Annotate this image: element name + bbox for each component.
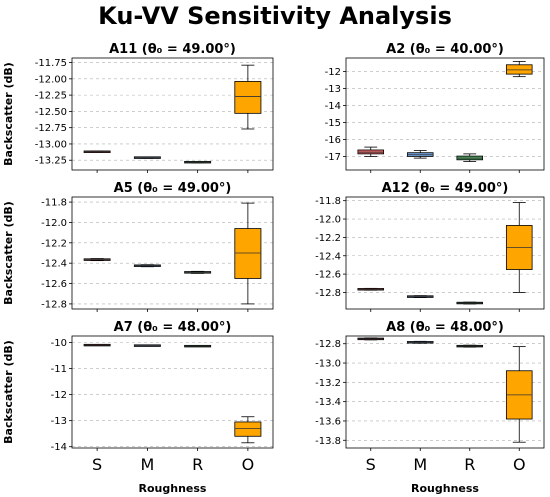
box-S bbox=[83, 150, 111, 153]
x-tick-label: M bbox=[140, 455, 154, 474]
box-O bbox=[505, 60, 533, 78]
y-tick-label: -13 bbox=[325, 84, 341, 95]
y-tick-label: -12.25 bbox=[35, 91, 67, 102]
y-tick-label: -12.0 bbox=[41, 218, 67, 229]
y-tick-label: -12.8 bbox=[315, 339, 341, 350]
box-M bbox=[406, 340, 434, 344]
y-tick-label: -12.0 bbox=[315, 215, 341, 226]
axes-frame bbox=[71, 196, 274, 310]
y-tick-label: -13.0 bbox=[315, 359, 341, 370]
y-tick-label: -12.75 bbox=[35, 123, 67, 134]
axes-frame bbox=[71, 335, 274, 449]
axes-frame bbox=[71, 57, 274, 171]
y-tick-label: -12 bbox=[325, 67, 341, 78]
box-O bbox=[234, 416, 262, 444]
y-tick-label: -12.4 bbox=[41, 259, 67, 270]
y-tick-label: -12.6 bbox=[315, 270, 341, 281]
box-body bbox=[234, 228, 262, 279]
x-tick-label: O bbox=[242, 455, 255, 474]
box-body bbox=[234, 81, 262, 114]
box-R bbox=[184, 344, 212, 348]
y-tick-label: -13.00 bbox=[35, 139, 67, 150]
y-tick-label: -10 bbox=[51, 338, 67, 349]
subplot-4: A12 (θ₀ = 49.00°) -12.8 -12.6 -12.4 -12.2 -12… bbox=[315, 181, 545, 312]
x-tick-label: S bbox=[366, 455, 376, 474]
y-tick-label: -13.8 bbox=[315, 436, 341, 447]
y-tick-label: -13.25 bbox=[35, 156, 67, 167]
subplot-title: A2 (θ₀ = 40.00°) bbox=[386, 42, 504, 57]
y-axis-label: Backscatter (dB) bbox=[2, 62, 15, 166]
box-M bbox=[406, 150, 434, 159]
figure-title: Ku-VV Sensitivity Analysis bbox=[98, 2, 452, 30]
x-axis-label: Roughness bbox=[411, 482, 479, 495]
x-axis-label: Roughness bbox=[139, 482, 207, 495]
y-tick-label: -11.8 bbox=[41, 198, 67, 209]
x-tick-label: O bbox=[513, 455, 526, 474]
box-S bbox=[83, 258, 111, 262]
y-tick-label: -13 bbox=[51, 416, 67, 427]
axes-frame bbox=[345, 196, 545, 310]
box-R bbox=[456, 153, 484, 162]
box-M bbox=[133, 264, 161, 268]
y-tick-label: -12.2 bbox=[41, 238, 67, 249]
box-body bbox=[234, 421, 262, 437]
box-R bbox=[456, 344, 484, 348]
x-tick-label: M bbox=[413, 455, 427, 474]
box-S bbox=[357, 146, 385, 157]
box-S bbox=[83, 343, 111, 347]
y-tick-label: -12.50 bbox=[35, 107, 67, 118]
y-tick-label: -13.6 bbox=[315, 416, 341, 427]
y-tick-label: -13.4 bbox=[315, 397, 341, 408]
box-M bbox=[133, 344, 161, 347]
subplot-5: A7 (θ₀ = 48.00°) -14 -13 -12 -11 -10 S M R O Rough… bbox=[2, 320, 274, 495]
y-tick-label: -14 bbox=[325, 101, 341, 112]
panels: A11 (θ₀ = 49.00°) -13.25 -13.00 -12.75 -12.5… bbox=[2, 42, 545, 495]
box-R bbox=[184, 160, 212, 164]
x-tick-label: R bbox=[192, 455, 203, 474]
x-tick-label: S bbox=[92, 455, 102, 474]
y-tick-label: -11.8 bbox=[315, 196, 341, 207]
axes-frame bbox=[345, 57, 545, 171]
y-tick-label: -11.75 bbox=[35, 58, 67, 69]
y-tick-label: -17 bbox=[325, 152, 341, 163]
y-tick-label: -12.8 bbox=[41, 299, 67, 310]
y-tick-label: -12.00 bbox=[35, 74, 67, 85]
subplot-6: A8 (θ₀ = 48.00°) -13.8 -13.6 -13.4 -13.2 -13.… bbox=[315, 320, 545, 495]
y-tick-label: -12 bbox=[51, 390, 67, 401]
y-tick-label: -11 bbox=[51, 364, 67, 375]
y-tick-label: -12.2 bbox=[315, 233, 341, 244]
box-M bbox=[133, 156, 161, 159]
box-M bbox=[406, 295, 434, 298]
box-O bbox=[234, 202, 262, 305]
y-tick-label: -16 bbox=[325, 135, 341, 146]
subplot-title: A5 (θ₀ = 49.00°) bbox=[114, 181, 232, 196]
subplot-title: A12 (θ₀ = 49.00°) bbox=[382, 181, 509, 196]
box-S bbox=[357, 337, 385, 341]
y-axis-label: Backscatter (dB) bbox=[2, 340, 15, 444]
box-R bbox=[184, 270, 212, 274]
box-R bbox=[456, 301, 484, 305]
y-tick-label: -15 bbox=[325, 118, 341, 129]
box-body bbox=[505, 64, 533, 75]
subplot-title: A7 (θ₀ = 48.00°) bbox=[114, 320, 232, 335]
y-axis-label: Backscatter (dB) bbox=[2, 201, 15, 305]
subplot-3: A5 (θ₀ = 49.00°) -12.8 -12.6 -12.4 -12.2 -12.… bbox=[2, 181, 274, 312]
subplot-title: A11 (θ₀ = 49.00°) bbox=[109, 42, 236, 57]
y-tick-label: -14 bbox=[51, 442, 67, 453]
subplot-2: A2 (θ₀ = 40.00°) -17 -16 -15 -14 -13 -12 bbox=[325, 42, 545, 173]
box-O bbox=[505, 346, 533, 443]
box-S bbox=[357, 287, 385, 291]
y-tick-label: -12.4 bbox=[315, 251, 341, 262]
y-tick-label: -12.8 bbox=[315, 288, 341, 299]
box-O bbox=[505, 202, 533, 293]
x-tick-label: R bbox=[464, 455, 475, 474]
y-tick-label: -12.6 bbox=[41, 279, 67, 290]
subplot-title: A8 (θ₀ = 48.00°) bbox=[386, 320, 504, 335]
subplot-1: A11 (θ₀ = 49.00°) -13.25 -13.00 -12.75 -12.5… bbox=[2, 42, 274, 173]
axes-frame bbox=[345, 335, 545, 449]
y-tick-label: -13.2 bbox=[315, 378, 341, 389]
box-O bbox=[234, 64, 262, 130]
